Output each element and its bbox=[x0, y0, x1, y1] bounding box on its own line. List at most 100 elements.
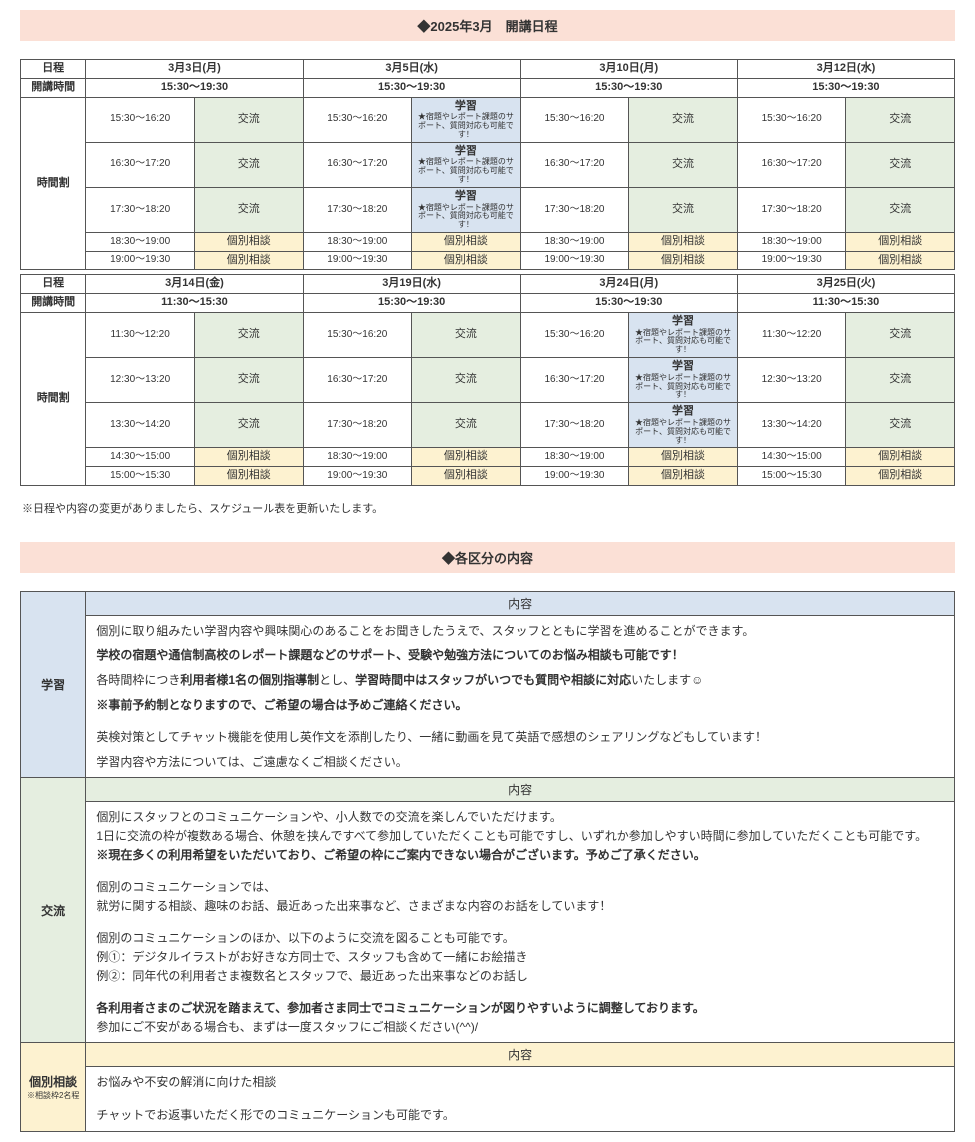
slot: 交流 bbox=[194, 142, 303, 187]
desc-hd: 内容 bbox=[86, 778, 955, 802]
p: ※現在多くの利用希望をいただいており、ご希望の枠にご案内できない場合がございます… bbox=[96, 846, 944, 865]
p: 学習内容や方法については、ご遠慮なくご相談ください。 bbox=[96, 753, 944, 772]
t: 19:00～19:30 bbox=[303, 467, 412, 486]
schedule-banner: ◆2025年3月 開講日程 bbox=[20, 10, 955, 41]
footnote: ※日程や内容の変更がありましたら、スケジュール表を更新いたします。 bbox=[22, 500, 955, 516]
slot: 学習★宿題やレポート課題のサポート、質問対応も可能です！ bbox=[412, 97, 521, 142]
t: 16:30～17:20 bbox=[303, 142, 412, 187]
hours-3: 11:30～15:30 bbox=[737, 294, 954, 313]
t: 16:30～17:20 bbox=[520, 358, 629, 403]
slot: 交流 bbox=[629, 142, 738, 187]
slot: 個別相談 bbox=[846, 448, 955, 467]
desc-body-koryu: 個別にスタッフとのコミュニケーションや、小人数での交流を楽しんでいただけます。 … bbox=[86, 802, 955, 1043]
p: 個別に取り組みたい学習内容や興味関心のあることをお聞きしたうえで、スタッフととも… bbox=[96, 622, 944, 641]
t: 13:30～14:20 bbox=[86, 403, 195, 448]
hdr-date: 日程 bbox=[21, 60, 86, 79]
t: 18:30～19:00 bbox=[520, 448, 629, 467]
t: 15:00～15:30 bbox=[737, 467, 846, 486]
t: 16:30～17:20 bbox=[737, 142, 846, 187]
t: 19:00～19:30 bbox=[86, 251, 195, 270]
desc-hd: 内容 bbox=[86, 591, 955, 615]
slot: 交流 bbox=[846, 312, 955, 357]
slot: 個別相談 bbox=[846, 467, 955, 486]
p: 学校の宿題や通信制高校のレポート課題などのサポート、受験や勉強方法についてのお悩… bbox=[96, 646, 944, 665]
t: 16:30～17:20 bbox=[303, 358, 412, 403]
slot: 学習★宿題やレポート課題のサポート、質問対応も可能です！ bbox=[629, 312, 738, 357]
t: 17:30～18:20 bbox=[520, 187, 629, 232]
t: 18:30～19:00 bbox=[86, 232, 195, 251]
slot: 個別相談 bbox=[629, 448, 738, 467]
slot: 学習★宿題やレポート課題のサポート、質問対応も可能です！ bbox=[629, 403, 738, 448]
t: 11:30～12:20 bbox=[86, 312, 195, 357]
t: 18:30～19:00 bbox=[737, 232, 846, 251]
date-0: 3月14日(金) bbox=[86, 275, 303, 294]
t: 19:00～19:30 bbox=[520, 251, 629, 270]
p: 例①：デジタルイラストがお好きな方同士で、スタッフも含めて一緒にお絵描き bbox=[96, 948, 944, 967]
date-2: 3月24日(月) bbox=[520, 275, 737, 294]
hours-2: 15:30～19:30 bbox=[520, 78, 737, 97]
slot: 学習★宿題やレポート課題のサポート、質問対応も可能です！ bbox=[412, 142, 521, 187]
schedule-table-2: 日程 3月14日(金) 3月19日(水) 3月24日(月) 3月25日(火) 開… bbox=[20, 274, 955, 485]
t: 15:30～16:20 bbox=[737, 97, 846, 142]
slot: 個別相談 bbox=[412, 448, 521, 467]
slot: 交流 bbox=[194, 97, 303, 142]
slot: 交流 bbox=[846, 97, 955, 142]
p: 英検対策としてチャット機能を使用し英作文を添削したり、一緒に動画を見て英語で感想… bbox=[96, 728, 944, 747]
date-1: 3月5日(水) bbox=[303, 60, 520, 79]
t: 16:30～17:20 bbox=[86, 142, 195, 187]
p: ※事前予約制となりますので、ご希望の場合は予めご連絡ください。 bbox=[96, 696, 944, 715]
slot: 個別相談 bbox=[629, 251, 738, 270]
slot: 個別相談 bbox=[629, 232, 738, 251]
slot: 個別相談 bbox=[846, 251, 955, 270]
desc-label-kobetsu: 個別相談 ※相談枠2名程 bbox=[21, 1043, 86, 1131]
p: お悩みや不安の解消に向けた相談 bbox=[96, 1073, 944, 1092]
slot: 交流 bbox=[846, 187, 955, 232]
date-2: 3月10日(月) bbox=[520, 60, 737, 79]
slot: 個別相談 bbox=[194, 448, 303, 467]
slot: 交流 bbox=[846, 142, 955, 187]
slot: 個別相談 bbox=[194, 251, 303, 270]
t: 12:30～13:20 bbox=[86, 358, 195, 403]
date-3: 3月12日(水) bbox=[737, 60, 954, 79]
sections-banner: ◆各区分の内容 bbox=[20, 542, 955, 573]
slot: 個別相談 bbox=[412, 251, 521, 270]
slot: 交流 bbox=[629, 97, 738, 142]
t: 19:00～19:30 bbox=[737, 251, 846, 270]
p: 個別のコミュニケーションでは、 bbox=[96, 878, 944, 897]
p: 参加にご不安がある場合も、まずは一度スタッフにご相談ください(^^)/ bbox=[96, 1018, 944, 1037]
slot: 交流 bbox=[412, 358, 521, 403]
t: 14:30～15:00 bbox=[86, 448, 195, 467]
p: 個別のコミュニケーションのほか、以下のように交流を図ることも可能です。 bbox=[96, 929, 944, 948]
slot: 学習★宿題やレポート課題のサポート、質問対応も可能です！ bbox=[412, 187, 521, 232]
slot: 交流 bbox=[412, 403, 521, 448]
slot: 学習★宿題やレポート課題のサポート、質問対応も可能です！ bbox=[629, 358, 738, 403]
t: 15:30～16:20 bbox=[303, 97, 412, 142]
t: 19:00～19:30 bbox=[520, 467, 629, 486]
schedule-table-1: 日程 3月3日(月) 3月5日(水) 3月10日(月) 3月12日(水) 開講時… bbox=[20, 59, 955, 270]
t: 15:30～16:20 bbox=[520, 97, 629, 142]
hours-0: 15:30～19:30 bbox=[86, 78, 303, 97]
p: 個別にスタッフとのコミュニケーションや、小人数での交流を楽しんでいただけます。 bbox=[96, 808, 944, 827]
t: 15:30～16:20 bbox=[303, 312, 412, 357]
slot: 交流 bbox=[629, 187, 738, 232]
hdr-timetable: 時間割 bbox=[21, 97, 86, 270]
slot: 個別相談 bbox=[412, 232, 521, 251]
slot: 交流 bbox=[194, 358, 303, 403]
t: 19:00～19:30 bbox=[303, 251, 412, 270]
t: 14:30～15:00 bbox=[737, 448, 846, 467]
slot: 個別相談 bbox=[629, 467, 738, 486]
t: 17:30～18:20 bbox=[303, 403, 412, 448]
slot: 交流 bbox=[412, 312, 521, 357]
hours-0: 11:30～15:30 bbox=[86, 294, 303, 313]
slot: 交流 bbox=[194, 403, 303, 448]
description-table: 学習 内容 個別に取り組みたい学習内容や興味関心のあることをお聞きしたうえで、ス… bbox=[20, 591, 955, 1132]
hdr-timetable: 時間割 bbox=[21, 312, 86, 485]
desc-label-study: 学習 bbox=[21, 591, 86, 778]
desc-body-study: 個別に取り組みたい学習内容や興味関心のあることをお聞きしたうえで、スタッフととも… bbox=[86, 615, 955, 778]
hdr-date: 日程 bbox=[21, 275, 86, 294]
t: 18:30～19:00 bbox=[303, 232, 412, 251]
p: 各利用者さまのご状況を踏まえて、参加者さま同士でコミュニケーションが図りやすいよ… bbox=[96, 999, 944, 1018]
slot: 個別相談 bbox=[846, 232, 955, 251]
t: 11:30～12:20 bbox=[737, 312, 846, 357]
slot: 交流 bbox=[846, 403, 955, 448]
